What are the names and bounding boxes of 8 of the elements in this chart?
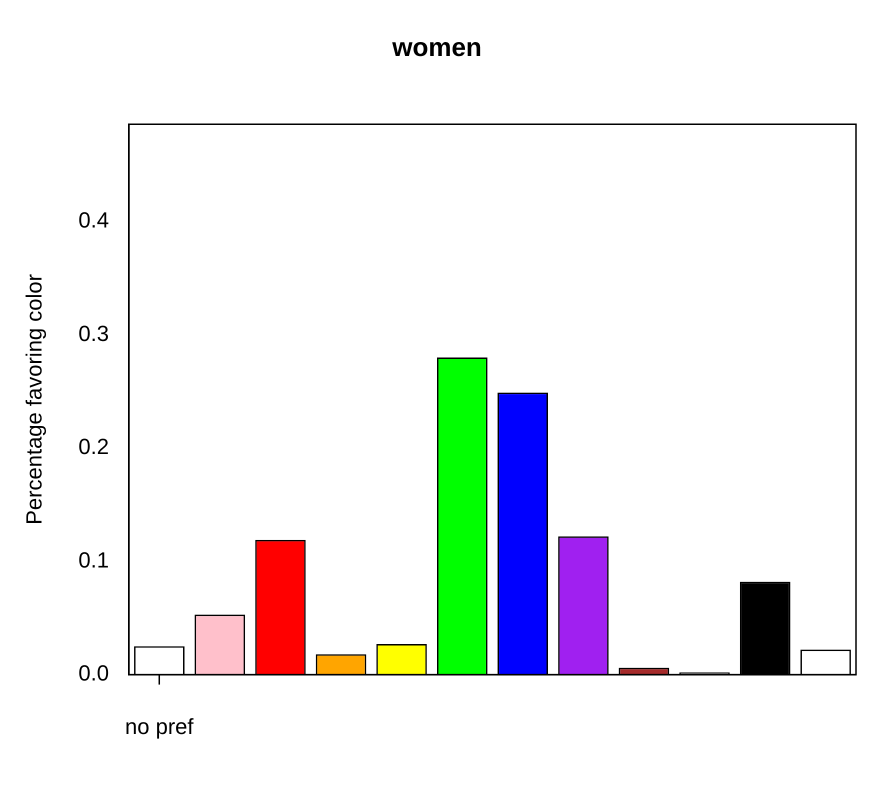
y-tick-label: 0.2 xyxy=(78,434,109,460)
x-tick-label: no pref xyxy=(125,714,194,739)
y-tick-label: 0.0 xyxy=(78,660,109,686)
y-tick-label: 0.4 xyxy=(78,208,109,233)
y-tick-label: 0.3 xyxy=(78,320,109,346)
y-axis-title: Percentage favoring color xyxy=(21,274,46,525)
y-tick-label: 0.1 xyxy=(78,547,109,572)
chart-title: women xyxy=(391,32,482,62)
